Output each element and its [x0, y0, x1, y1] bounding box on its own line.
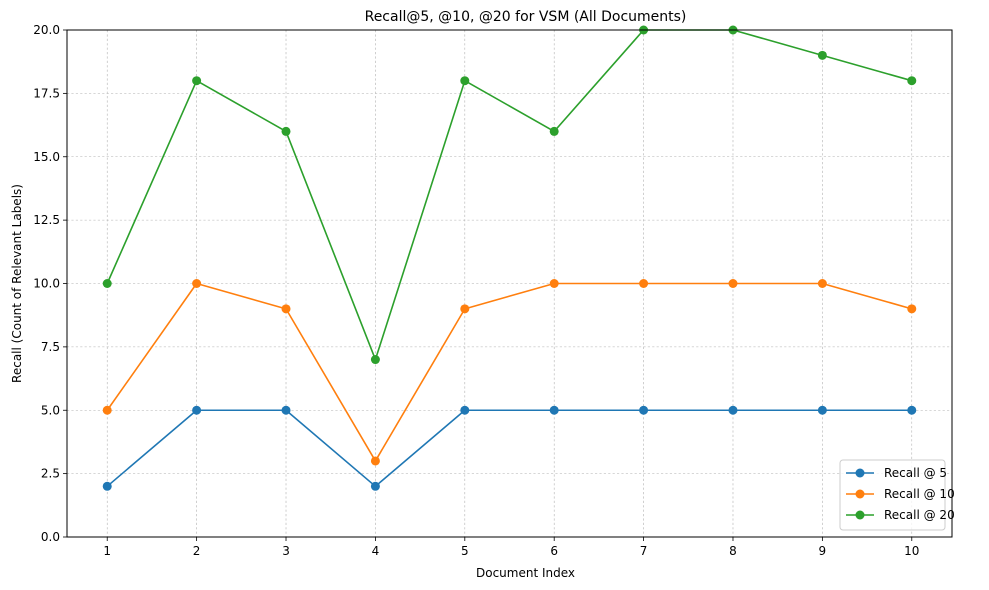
data-point [907, 405, 917, 415]
data-point [460, 76, 470, 86]
x-tick-label: 9 [819, 544, 827, 558]
data-point [549, 405, 559, 415]
data-point [907, 304, 917, 314]
series-3 [102, 25, 917, 365]
legend-label: Recall @ 5 [884, 466, 947, 480]
x-tick-label: 3 [282, 544, 290, 558]
data-point [102, 279, 112, 288]
legend-marker [855, 510, 865, 520]
series-2 [102, 279, 917, 466]
data-point [192, 279, 202, 288]
data-point [460, 304, 470, 314]
x-tick-label: 8 [729, 544, 737, 558]
data-point [728, 279, 738, 288]
legend-marker [855, 489, 865, 499]
data-point [817, 50, 827, 60]
data-point [281, 304, 291, 314]
data-point [549, 279, 559, 288]
y-tick-label: 2.5 [41, 467, 60, 481]
x-axis: 1 2 3 4 5 6 7 8 9 10 [103, 537, 919, 558]
legend: Recall @ 5 Recall @ 10 Recall @ 20 [839, 459, 955, 531]
legend-marker [855, 468, 865, 478]
x-tick-label: 2 [193, 544, 201, 558]
series-line [106, 29, 912, 361]
x-tick-label: 4 [372, 544, 380, 558]
series-line [106, 409, 912, 488]
data-point [728, 405, 738, 415]
x-tick-label: 6 [550, 544, 558, 558]
y-tick-label: 10.0 [33, 277, 60, 291]
y-axis: 0.0 2.5 5.0 7.5 10.0 12.5 15.0 17.5 20.0 [33, 23, 67, 544]
y-axis-title: Recall (Count of Relevant Labels) [10, 184, 24, 383]
y-tick-label: 7.5 [41, 340, 60, 354]
legend-label: Recall @ 10 [884, 487, 955, 501]
x-axis-title: Document Index [476, 566, 575, 580]
data-point [639, 279, 649, 288]
y-tick-label: 0.0 [41, 530, 60, 544]
data-point [817, 405, 827, 415]
data-point [370, 481, 380, 491]
data-point [370, 456, 380, 466]
series-1 [102, 405, 917, 491]
x-tick-label: 7 [640, 544, 648, 558]
x-tick-label: 5 [461, 544, 469, 558]
data-point [281, 126, 291, 136]
data-point [817, 279, 827, 288]
legend-label: Recall @ 20 [884, 508, 955, 522]
data-point [907, 76, 917, 86]
chart-title: Recall@5, @10, @20 for VSM (All Document… [365, 9, 687, 25]
y-tick-label: 5.0 [41, 403, 60, 417]
data-point [370, 355, 380, 365]
data-point [549, 126, 559, 136]
data-point [192, 76, 202, 86]
data-point [102, 405, 112, 415]
y-tick-label: 20.0 [33, 23, 60, 37]
y-tick-label: 15.0 [33, 150, 60, 164]
series-group [102, 25, 917, 491]
data-point [102, 481, 112, 491]
grid [67, 29, 952, 538]
y-tick-label: 17.5 [33, 86, 60, 100]
series-line [106, 282, 912, 462]
legend-box [839, 459, 946, 531]
data-point [460, 405, 470, 415]
data-point [639, 405, 649, 415]
x-tick-label: 1 [103, 544, 111, 558]
data-point [281, 405, 291, 415]
y-tick-label: 12.5 [33, 213, 60, 227]
data-point [192, 405, 202, 415]
x-tick-label: 10 [904, 544, 919, 558]
